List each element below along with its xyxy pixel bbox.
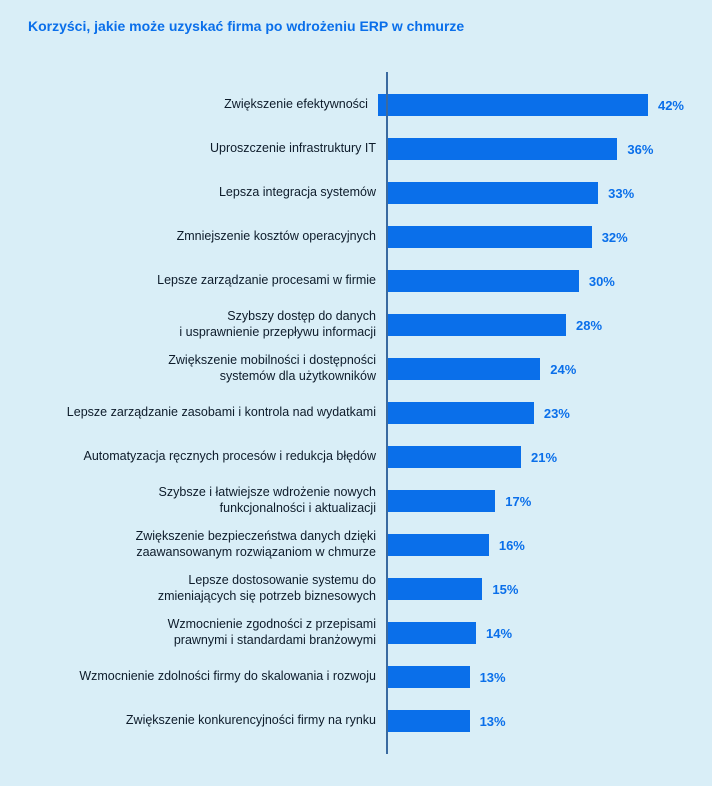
bar-label: Lepsze zarządzanie procesami w firmie — [28, 273, 386, 289]
bar-value: 15% — [492, 582, 518, 597]
bar-value: 33% — [608, 186, 634, 201]
y-axis-line — [386, 72, 388, 754]
bar-label: Lepsza integracja systemów — [28, 185, 386, 201]
bar-row: Zwiększenie efektywności 42% — [28, 90, 684, 120]
bar-value: 21% — [531, 450, 557, 465]
bar-value: 36% — [627, 142, 653, 157]
bar-value: 17% — [505, 494, 531, 509]
chart-body: Zwiększenie efektywności 42% Uproszczeni… — [28, 72, 684, 754]
bar-holder: 42% — [378, 90, 684, 120]
bar-holder: 14% — [386, 618, 684, 648]
bar-holder: 17% — [386, 486, 684, 516]
bar-row: Zmniejszenie kosztów operacyjnych 32% — [28, 222, 684, 252]
bar-label: Lepsze dostosowanie systemu dozmieniając… — [28, 573, 386, 604]
bar — [386, 358, 540, 380]
bar-holder: 15% — [386, 574, 684, 604]
bar — [378, 94, 648, 116]
bar — [386, 446, 521, 468]
chart-container: Korzyści, jakie może uzyskać firma po wd… — [0, 0, 712, 778]
bar-value: 24% — [550, 362, 576, 377]
bar-row: Zwiększenie mobilności i dostępnościsyst… — [28, 354, 684, 384]
bar-value: 16% — [499, 538, 525, 553]
bar-row: Lepsze zarządzanie zasobami i kontrola n… — [28, 398, 684, 428]
bar-value: 28% — [576, 318, 602, 333]
bar-row: Uproszczenie infrastruktury IT 36% — [28, 134, 684, 164]
bar — [386, 138, 617, 160]
bar-holder: 13% — [386, 662, 684, 692]
bar — [386, 270, 579, 292]
bar-holder: 21% — [386, 442, 684, 472]
bar — [386, 490, 495, 512]
bar-row: Zwiększenie bezpieczeństwa danych dzięki… — [28, 530, 684, 560]
bar-row: Zwiększenie konkurencyjności firmy na ry… — [28, 706, 684, 736]
bar-label: Zwiększenie bezpieczeństwa danych dzięki… — [28, 529, 386, 560]
bar-label: Zwiększenie konkurencyjności firmy na ry… — [28, 713, 386, 729]
bar-holder: 36% — [386, 134, 684, 164]
bar-row: Lepsze dostosowanie systemu dozmieniając… — [28, 574, 684, 604]
bar-holder: 24% — [386, 354, 684, 384]
bar-value: 14% — [486, 626, 512, 641]
bar-holder: 32% — [386, 222, 684, 252]
bar — [386, 622, 476, 644]
bar-holder: 30% — [386, 266, 684, 296]
bar-label: Automatyzacja ręcznych procesów i redukc… — [28, 449, 386, 465]
bar-row: Automatyzacja ręcznych procesów i redukc… — [28, 442, 684, 472]
bar-value: 42% — [658, 98, 684, 113]
bar — [386, 710, 470, 732]
bar-label: Wzmocnienie zgodności z przepisamiprawny… — [28, 617, 386, 648]
bar — [386, 182, 598, 204]
bar — [386, 578, 482, 600]
bar-row: Wzmocnienie zdolności firmy do skalowani… — [28, 662, 684, 692]
bar-holder: 16% — [386, 530, 684, 560]
bar — [386, 314, 566, 336]
bar-label: Lepsze zarządzanie zasobami i kontrola n… — [28, 405, 386, 421]
bar-holder: 13% — [386, 706, 684, 736]
bar-row: Lepsza integracja systemów 33% — [28, 178, 684, 208]
bar-row: Szybszy dostęp do danychi usprawnienie p… — [28, 310, 684, 340]
bar-value: 32% — [602, 230, 628, 245]
bar-label: Szybsze i łatwiejsze wdrożenie nowychfun… — [28, 485, 386, 516]
bar-value: 23% — [544, 406, 570, 421]
bar-label: Zwiększenie mobilności i dostępnościsyst… — [28, 353, 386, 384]
bar — [386, 666, 470, 688]
bar-label: Zmniejszenie kosztów operacyjnych — [28, 229, 386, 245]
bar-holder: 23% — [386, 398, 684, 428]
bar-value: 13% — [480, 670, 506, 685]
bar-label: Szybszy dostęp do danychi usprawnienie p… — [28, 309, 386, 340]
bar-value: 30% — [589, 274, 615, 289]
bar — [386, 402, 534, 424]
bar-row: Szybsze i łatwiejsze wdrożenie nowychfun… — [28, 486, 684, 516]
chart-title: Korzyści, jakie może uzyskać firma po wd… — [28, 18, 684, 34]
bar-label: Uproszczenie infrastruktury IT — [28, 141, 386, 157]
bar-label: Wzmocnienie zdolności firmy do skalowani… — [28, 669, 386, 685]
bar — [386, 534, 489, 556]
bar-holder: 28% — [386, 310, 684, 340]
bar-holder: 33% — [386, 178, 684, 208]
bar-row: Wzmocnienie zgodności z przepisamiprawny… — [28, 618, 684, 648]
bar-label: Zwiększenie efektywności — [28, 97, 378, 113]
bar-value: 13% — [480, 714, 506, 729]
bar-row: Lepsze zarządzanie procesami w firmie 30… — [28, 266, 684, 296]
bar — [386, 226, 592, 248]
